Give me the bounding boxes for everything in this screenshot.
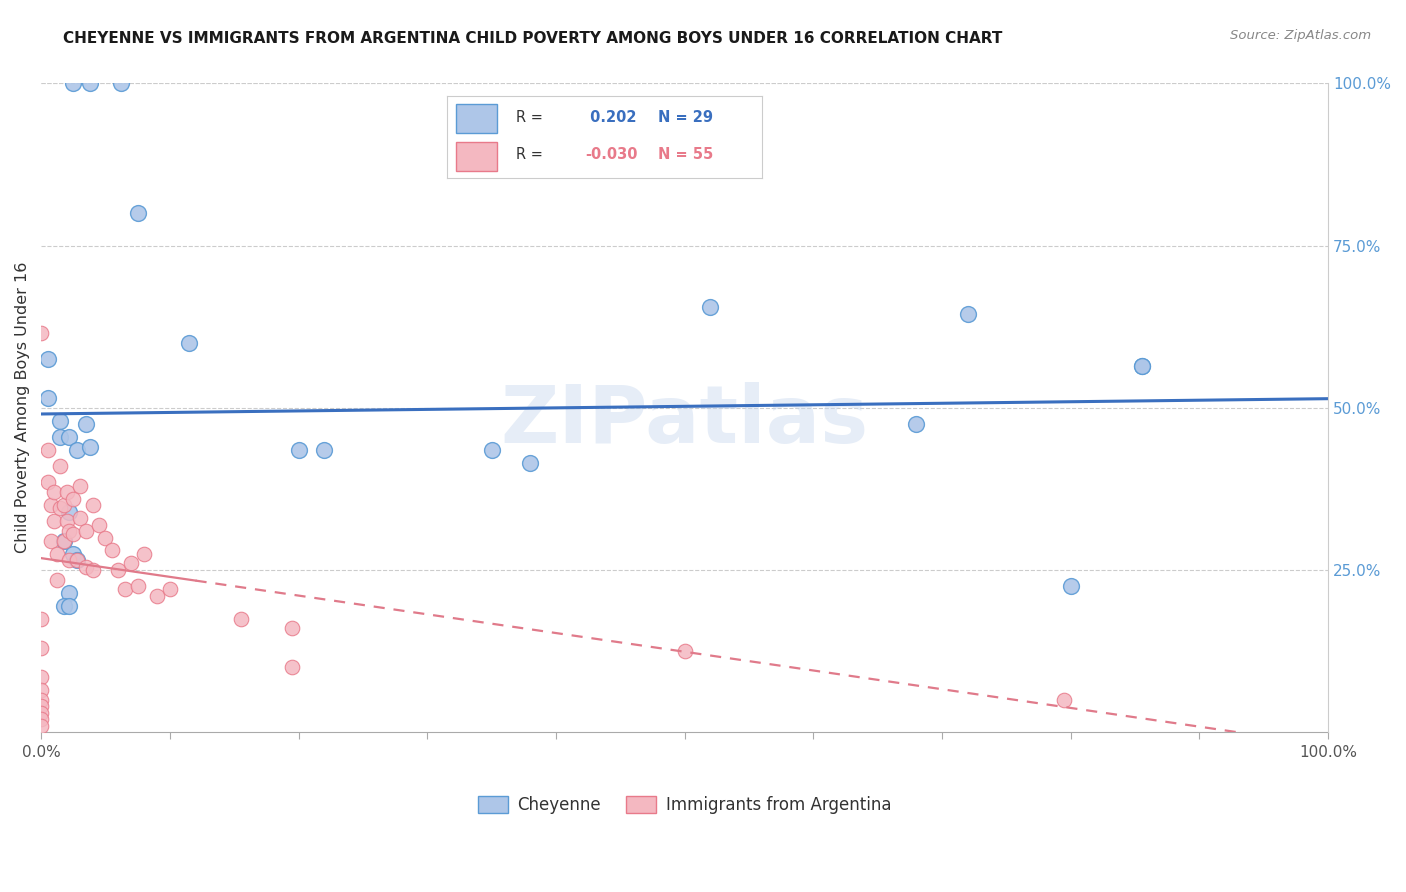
- Point: [75, 417, 97, 431]
- Point: [58, 599, 80, 613]
- Point: [58, 553, 80, 567]
- Point: [42, 514, 65, 528]
- Point: [49, 414, 72, 428]
- Point: [229, 612, 252, 626]
- Point: [66, 442, 89, 457]
- Point: [53, 533, 76, 548]
- Point: [42, 485, 65, 500]
- Point: [30, 712, 52, 726]
- Point: [287, 442, 309, 457]
- Point: [132, 547, 155, 561]
- Point: [66, 553, 89, 567]
- Text: CHEYENNE VS IMMIGRANTS FROM ARGENTINA CHILD POVERTY AMONG BOYS UNDER 16 CORRELAT: CHEYENNE VS IMMIGRANTS FROM ARGENTINA CH…: [63, 31, 1002, 46]
- Point: [79, 440, 101, 454]
- Point: [37, 391, 59, 405]
- Point: [45, 573, 67, 587]
- Point: [519, 456, 541, 470]
- Point: [75, 524, 97, 538]
- Point: [114, 582, 136, 597]
- Point: [1060, 579, 1083, 593]
- Point: [30, 612, 52, 626]
- Point: [159, 582, 181, 597]
- Point: [1130, 359, 1153, 373]
- Point: [30, 699, 52, 714]
- Point: [53, 498, 76, 512]
- Point: [82, 563, 104, 577]
- Point: [481, 442, 503, 457]
- Point: [62, 77, 84, 91]
- Point: [127, 579, 149, 593]
- Point: [120, 557, 142, 571]
- Point: [87, 517, 110, 532]
- Point: [673, 644, 696, 658]
- Point: [58, 505, 80, 519]
- Point: [56, 514, 79, 528]
- Point: [66, 553, 89, 567]
- Point: [37, 475, 59, 490]
- Point: [41, 533, 63, 548]
- Point: [281, 621, 304, 635]
- Point: [30, 683, 52, 698]
- Point: [62, 491, 84, 506]
- Point: [82, 498, 104, 512]
- Point: [62, 547, 84, 561]
- Point: [75, 559, 97, 574]
- Point: [1130, 359, 1153, 373]
- Point: [79, 77, 101, 91]
- Point: [127, 206, 149, 220]
- Point: [905, 417, 928, 431]
- Point: [30, 706, 52, 720]
- Point: [30, 640, 52, 655]
- Point: [37, 352, 59, 367]
- Point: [314, 442, 336, 457]
- Point: [58, 430, 80, 444]
- Point: [69, 478, 91, 492]
- Point: [107, 563, 129, 577]
- Point: [58, 524, 80, 538]
- Point: [94, 531, 117, 545]
- Legend: Cheyenne, Immigrants from Argentina: Cheyenne, Immigrants from Argentina: [471, 789, 898, 821]
- Point: [101, 543, 124, 558]
- Point: [45, 547, 67, 561]
- Point: [49, 430, 72, 444]
- Point: [30, 692, 52, 706]
- Point: [58, 585, 80, 599]
- Point: [30, 719, 52, 733]
- Y-axis label: Child Poverty Among Boys Under 16: Child Poverty Among Boys Under 16: [15, 262, 30, 553]
- Point: [56, 485, 79, 500]
- Point: [30, 670, 52, 684]
- Point: [110, 77, 132, 91]
- Point: [146, 589, 169, 603]
- Point: [62, 527, 84, 541]
- Point: [41, 498, 63, 512]
- Point: [956, 307, 979, 321]
- Point: [49, 501, 72, 516]
- Point: [30, 326, 52, 341]
- Text: Source: ZipAtlas.com: Source: ZipAtlas.com: [1230, 29, 1371, 42]
- Point: [49, 459, 72, 474]
- Point: [1053, 692, 1076, 706]
- Point: [37, 442, 59, 457]
- Point: [53, 533, 76, 548]
- Point: [281, 660, 304, 674]
- Point: [179, 335, 201, 350]
- Point: [699, 300, 721, 314]
- Point: [53, 599, 76, 613]
- Point: [69, 511, 91, 525]
- Text: ZIPatlas: ZIPatlas: [501, 382, 869, 459]
